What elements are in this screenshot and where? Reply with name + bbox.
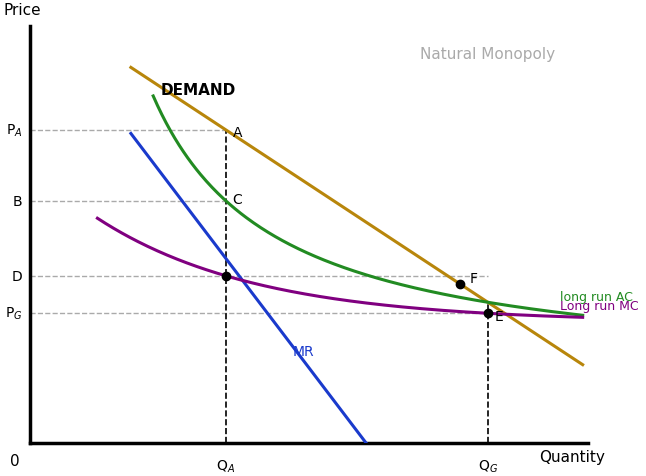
Text: P$_A$: P$_A$: [6, 122, 22, 139]
Text: E: E: [495, 309, 503, 323]
Text: Natural Monopoly: Natural Monopoly: [421, 47, 556, 62]
Text: 0: 0: [10, 453, 19, 468]
Text: D: D: [12, 269, 22, 283]
Text: A: A: [233, 126, 242, 140]
Text: Quantity: Quantity: [539, 449, 605, 464]
Text: C: C: [233, 192, 242, 206]
Text: F: F: [470, 271, 478, 285]
Text: Q$_G$: Q$_G$: [478, 457, 498, 474]
Text: Q$_A$: Q$_A$: [216, 457, 235, 474]
Text: B: B: [12, 194, 22, 208]
Text: Long run MC: Long run MC: [560, 299, 639, 312]
Text: MR: MR: [293, 345, 314, 358]
Text: Price: Price: [3, 3, 41, 18]
Text: DEMAND: DEMAND: [160, 83, 235, 98]
Text: P$_G$: P$_G$: [5, 306, 22, 322]
Text: long run AC: long run AC: [560, 290, 633, 303]
